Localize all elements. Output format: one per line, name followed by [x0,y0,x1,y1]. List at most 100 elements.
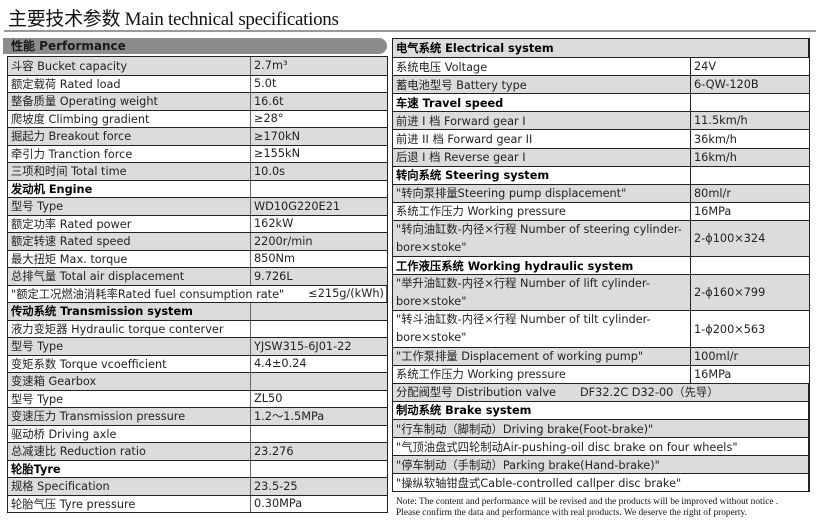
spec-label-text: "转斗油缸数-内径×行程 Number of tilt cylinder-bor… [396,313,651,344]
spec-row: 型号 Type YJSW315-6J01-22 [8,337,387,355]
spec-label-text: 最大扭矩 Max. torque [11,252,128,266]
spec-row: 掘起力 Breakout force ≥170kN [8,127,387,145]
spec-value: 0.30MPa [254,497,303,511]
spec-label: "行车制动（脚制动）Driving brake(Foot-brake)" [393,419,809,438]
spec-label: 传动系统 Transmission system [8,303,251,320]
spec-value: 1-ϕ200×563 [694,322,766,336]
spec-row: 爬坡度 Climbing gradient ≥28° [8,109,387,127]
spec-label: 型号 Type [8,338,251,355]
spec-value [691,257,809,274]
spec-value: 6-QW-120B [694,78,759,92]
spec-label: 三项和时间 Total time [8,163,251,180]
spec-label: 额定转速 Rated speed [8,233,251,250]
spec-label-text: 掘起力 Breakout force [11,130,132,144]
spec-row: "转向油缸数-内径×行程 Number of steering cylinder… [393,219,809,257]
spec-label: 变矩系数 Torque vcoefficient [8,355,251,372]
spec-label: 工作液压系统 Working hydraulic system [393,257,691,275]
spec-label: "额定工况燃油消耗率Rated fuel consumption rate" ≤2… [8,285,387,302]
spec-label: 前进 I 档 Forward gear I [393,112,691,130]
spec-label: 规格 Specification [8,478,251,495]
spec-value [691,167,809,184]
spec-value: 11.5km/h [694,114,748,128]
spec-row: 额定功率 Rated power 162kW [8,214,387,232]
spec-row: 最大扭矩 Max. torque 850Nm [8,249,387,267]
spec-label-text: 三项和时间 Total time [11,165,127,179]
spec-label: 总减速比 Reduction ratio [8,443,251,460]
spec-label-text: "行车制动（脚制动）Driving brake(Foot-brake)" [396,422,654,436]
spec-value [251,373,387,390]
spec-value [251,426,387,443]
spec-label-text: "额定工况燃油消耗率Rated fuel consumption rate" [11,287,285,301]
spec-value [251,303,387,320]
spec-row: "转向泵排量Steering pump displacement" 80ml/r [393,183,809,202]
spec-label-text: "转向泵排量Steering pump displacement" [396,187,627,201]
spec-label-text: "工作泵排量 Displacement of working pump" [396,350,644,364]
spec-label: "停车制动（手制动）Parking brake(Hand-brake)" [393,456,809,474]
spec-row: "工作泵排量 Displacement of working pump" 100… [393,346,809,365]
spec-value: 16.6t [254,94,284,108]
spec-label: 额定载荷 Rated load [8,75,251,92]
spec-value: 100ml/r [694,349,739,363]
spec-row: 型号 Type WD10G220E21 [8,197,387,215]
spec-label-text: 型号 Type [11,392,64,406]
spec-label-text: 系统工作压力 Working pressure [396,205,566,219]
spec-label: "气顶油盘式四轮制动Air-pushing-oil disc brake on … [393,438,809,456]
spec-row: 牵引力 Tranction force ≥155kN [8,144,387,162]
spec-label-text: "停车制动（手制动）Parking brake(Hand-brake)" [396,458,660,472]
spec-label: 转向系统 Steering system [393,166,691,184]
spec-label-text: 分配阀型号 Distribution valve [396,386,556,400]
spec-label-text: "操纵软轴钳盘式Cable-controlled callper disc br… [396,476,682,490]
spec-value: 23.276 [254,444,294,458]
spec-row: 后退 I 档 Reverse gear I 16km/h [393,147,809,166]
spec-row: 型号 Type ZL50 [8,389,387,407]
spec-value: ≥170kN [254,129,301,143]
spec-label-text: 前进 I 档 Forward gear I [396,114,526,128]
spec-label: 总排气量 Total air displacement [8,268,251,285]
spec-label: 爬坡度 Climbing gradient [8,110,251,127]
spec-value: 16MPa [694,367,732,381]
spec-label: 液力变矩器 Hydraulic torque conterver [8,320,251,337]
spec-label-text: 额定转速 Rated speed [11,235,131,249]
spec-label: "举升油缸数-内径×行程 Number of lift cylinder-bor… [393,275,691,311]
spec-value: 16MPa [694,204,732,218]
spec-label: 轮胎气压 Tyre pressure [8,495,251,512]
spec-row: 总排气量 Total air displacement 9.726L [8,267,387,285]
spec-label-text: 驱动桥 Driving axle [11,427,117,441]
section-header-row: 传动系统 Transmission system [8,302,387,320]
spec-row: 分配阀型号 Distribution valve DF32.2C D32-00（先… [393,382,809,401]
spec-row: "气顶油盘式四轮制动Air-pushing-oil disc brake on … [393,437,809,456]
spec-row: 前进 I 档 Forward gear I 11.5km/h [393,111,809,130]
spec-label: "转向泵排量Steering pump displacement" [393,184,691,202]
spec-value: ZL50 [254,392,283,406]
spec-label: 整备质量 Operating weight [8,93,251,110]
spec-row: 总减速比 Reduction ratio 23.276 [8,442,387,460]
spec-value: 80ml/r [694,186,731,200]
note-line-2: Please confirm the data and performance … [396,508,747,518]
spec-label-text: "举升油缸数-内径×行程 Number of lift cylinder-bor… [396,276,650,308]
spec-value: ≤215g/(kWh) [308,287,384,301]
spec-label: 电气系统 Electrical system [393,39,809,58]
spec-row: "转斗油缸数-内径×行程 Number of tilt cylinder-bor… [393,310,809,347]
spec-label-text: 发动机 Engine [11,182,93,196]
spec-label: 牵引力 Tranction force [8,145,251,162]
spec-value [251,461,387,478]
spec-row: 液力变矩器 Hydraulic torque conterver [8,319,387,337]
spec-row: 整备质量 Operating weight 16.6t [8,92,387,110]
section-header-row: 工作液压系统 Working hydraulic system [393,256,809,275]
section-header-row: 车速 Travel speed [393,93,809,112]
spec-label: 前进 II 档 Forward gear II [393,130,691,148]
spec-label: 变速压力 Transmission pressure [8,408,251,425]
spec-label: 额定功率 Rated power [8,215,251,232]
spec-value: 24V [694,60,717,74]
spec-label-text: 型号 Type [11,200,64,214]
spec-label-text: 工作液压系统 Working hydraulic system [396,259,634,273]
spec-label: "转斗油缸数-内径×行程 Number of tilt cylinder-bor… [393,311,691,347]
spec-label: 系统工作压力 Working pressure [393,365,691,383]
spec-value: 850Nm [254,252,296,266]
spec-label-text: 车速 Travel speed [396,96,504,110]
spec-label: 最大扭矩 Max. torque [8,250,251,267]
spec-row: 变速压力 Transmission pressure 1.2～1.5MPa [8,407,387,425]
right-spec-table: 电气系统 Electrical system 系统电压 Voltage 24V 蓄电池… [392,38,810,493]
spec-value [251,181,387,198]
section-header-row: 电气系统 Electrical system [393,39,809,58]
